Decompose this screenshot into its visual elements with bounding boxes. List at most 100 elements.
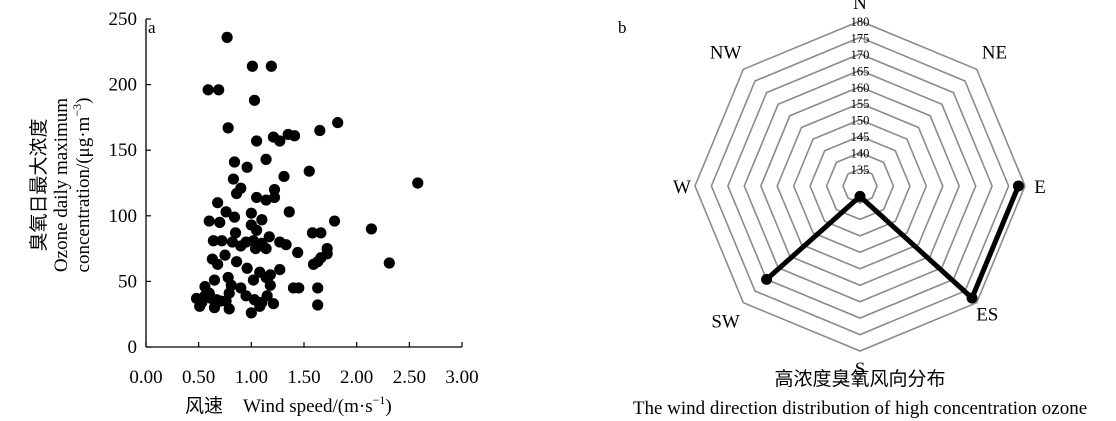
scatter-point	[383, 257, 395, 269]
scatter-point	[235, 240, 247, 252]
scatter-point	[245, 207, 257, 219]
radar-ring	[727, 53, 993, 319]
scatter-point	[254, 300, 266, 312]
x-axis-title-en: Wind speed/(m·s	[243, 396, 373, 417]
scatter-point	[312, 282, 324, 294]
radar-ring	[809, 135, 911, 237]
scatter-point	[306, 227, 319, 239]
y-tick-label: 150	[109, 140, 138, 161]
scatter-point	[213, 84, 225, 96]
radar-direction-label: N	[853, 0, 867, 14]
scatter-point	[212, 258, 224, 270]
radar-direction-label: W	[673, 177, 691, 198]
x-axis-title-cn: 风速	[185, 395, 223, 417]
scatter-point	[230, 256, 243, 268]
x-tick-label: 1.50	[287, 367, 320, 388]
scatter-point	[268, 191, 281, 204]
scatter-point	[249, 243, 262, 255]
radar-ring-label: 135	[851, 163, 870, 177]
scatter-point	[256, 214, 268, 226]
radar-ring-label: 155	[851, 97, 870, 111]
scatter-point	[208, 302, 221, 314]
scatter-point	[292, 246, 304, 259]
radar-direction-label: SW	[711, 311, 740, 332]
x-tick-label: 1.00	[235, 367, 268, 388]
scatter-point	[274, 135, 286, 147]
radar-series-line	[764, 185, 1021, 301]
scatter-point	[222, 122, 234, 134]
radar-series-point	[854, 190, 866, 202]
radar-ring-label: 150	[851, 114, 870, 128]
scatter-point	[251, 224, 263, 236]
y-tick-label: 50	[118, 271, 137, 292]
scatter-point	[221, 31, 233, 43]
scatter-point	[223, 303, 235, 315]
radar-series-point	[1012, 180, 1024, 192]
scatter-point	[303, 165, 315, 177]
radar-ring-label: 145	[851, 130, 870, 144]
y-tick-label: 0	[128, 337, 138, 358]
scatter-point	[194, 300, 206, 312]
scatter-point	[212, 197, 224, 209]
y-axis-title-line: 臭氧日最大浓度	[28, 118, 50, 251]
scatter-point	[312, 299, 324, 311]
scatter-panel: a 0.00 0.50 1.00 1.50 2.00 2.50 3.00 0 50 100 150 2…	[28, 9, 479, 417]
scatter-point	[307, 258, 320, 270]
scatter-point	[263, 231, 275, 243]
radar-ring-label: 140	[851, 147, 870, 161]
radar-title-cn: 高浓度臭氧风向分布	[774, 368, 945, 390]
scatter-point	[207, 235, 220, 247]
x-tick-label: 2.00	[340, 367, 373, 388]
scatter-point	[240, 290, 252, 302]
scatter-point	[203, 215, 215, 227]
radar-direction-label: S	[855, 359, 866, 380]
scatter-point	[229, 227, 242, 239]
radar-ring-label: 180	[851, 15, 870, 29]
y-axis-title-line: Ozone daily maximum	[51, 98, 72, 272]
scatter-point	[245, 307, 257, 319]
scatter-point	[268, 183, 281, 196]
radar-ring-label: 175	[851, 31, 870, 45]
radar-ring-label: 160	[851, 81, 870, 95]
panel-label-b: b	[618, 18, 627, 37]
radar-direction-label: E	[1034, 177, 1046, 198]
scatter-point	[260, 243, 272, 255]
scatter-point	[223, 287, 235, 299]
scatter-point	[315, 227, 327, 239]
scatter-point	[247, 274, 260, 286]
x-tick-label: 0.50	[182, 367, 215, 388]
y-axis-title: 臭氧日最大浓度Ozone daily maximumconcentration/…	[28, 98, 94, 273]
scatter-point	[220, 206, 232, 218]
scatter-point	[283, 206, 295, 218]
scatter-point	[267, 298, 280, 310]
radar-title-en: The wind direction distribution of high …	[633, 398, 1087, 419]
radar-direction-label: NE	[982, 43, 1007, 64]
y-axis-title-exponent: −3	[70, 104, 84, 117]
scatter-point	[241, 262, 253, 274]
scatter-point	[314, 124, 326, 137]
scatter-point	[227, 173, 240, 185]
scatter-plot-area: 0.00 0.50 1.00 1.50 2.00 2.50 3.00 0 50 100 150 200…	[109, 9, 479, 388]
scatter-point	[228, 156, 241, 168]
scatter-point	[288, 130, 301, 142]
y-tick-label: 250	[109, 9, 138, 30]
radar-ring	[743, 69, 977, 303]
scatter-point	[248, 94, 261, 106]
scatter-point	[228, 211, 241, 223]
scatter-point	[260, 153, 272, 165]
radar-direction-label: NW	[710, 43, 742, 64]
scatter-point	[251, 191, 263, 204]
scatter-point	[260, 194, 272, 206]
radar-ring-label: 170	[851, 48, 870, 62]
x-tick-label: 3.00	[445, 367, 478, 388]
scatter-point	[202, 84, 214, 96]
scatter-point	[412, 177, 424, 189]
panel-label-a: a	[148, 18, 156, 37]
x-axis-title-exponent: −1	[373, 393, 386, 407]
scatter-point	[274, 263, 286, 276]
y-tick-label: 100	[109, 206, 138, 227]
scatter-point	[230, 187, 243, 200]
